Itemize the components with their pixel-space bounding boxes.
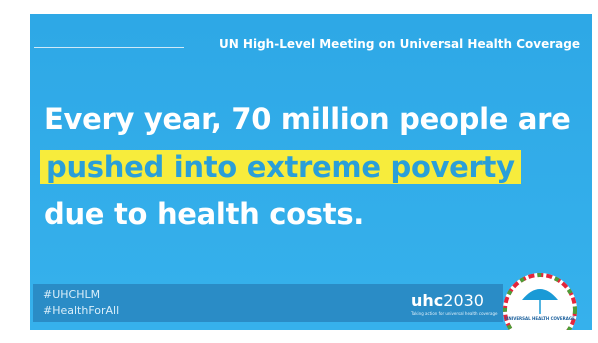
hashtag[interactable]: #UHCHLM: [43, 288, 101, 301]
header-title: UN High-Level Meeting on Universal Healt…: [218, 37, 580, 51]
rule: [34, 47, 184, 48]
seal-text: UNIVERSAL HEALTH COVERAGE: [505, 316, 575, 321]
hashtag[interactable]: #HealthForAll: [43, 304, 120, 317]
headline-highlight: pushed into extreme poverty: [40, 150, 521, 184]
headline-line: due to health costs.: [44, 197, 364, 231]
card: UN High-Level Meeting on Universal Healt…: [30, 14, 592, 330]
seal: UNIVERSAL HEALTH COVERAGE: [503, 273, 577, 330]
umbrella: [522, 289, 558, 300]
brand-logo: uhc2030: [411, 291, 484, 310]
footer-band: #UHCHLM #HealthForAll uhc2030 Taking act…: [33, 284, 503, 322]
seal-ring: [503, 273, 577, 330]
headline-line: Every year, 70 million people are: [44, 102, 571, 136]
brand-tagline: Taking action for universal health cover…: [411, 311, 498, 316]
brand-name: uhc: [411, 291, 444, 310]
brand-year: 2030: [443, 291, 484, 310]
